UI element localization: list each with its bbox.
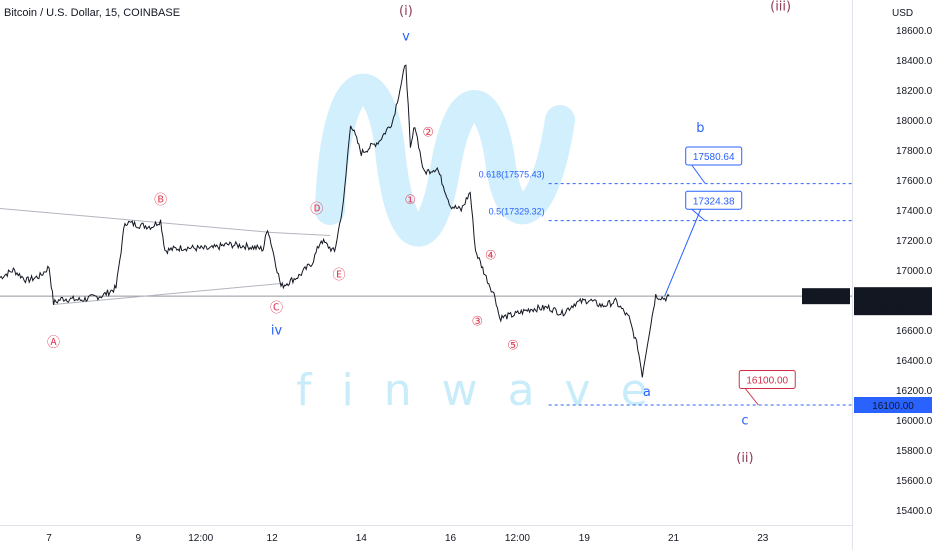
callout-box xyxy=(685,146,743,166)
watermark-layer: finwave xyxy=(296,73,678,416)
x-tick-label: 23 xyxy=(757,533,769,544)
wave-label: Ⓔ xyxy=(333,268,346,283)
wave-label: ⑤ xyxy=(507,339,519,354)
y-tick-label: 16400.00 xyxy=(896,356,932,367)
callout-connector xyxy=(691,208,706,221)
y-tick-label: 16200.00 xyxy=(896,386,932,397)
callout-box xyxy=(685,190,743,210)
labels-layer: 0.618(17575.43) 0.5(17329.32) Ⓐ Ⓑ Ⓒ Ⓓ Ⓔ ① ② ③ ④ ⑤ (i… xyxy=(47,0,796,466)
y-tick-label: 16000.00 xyxy=(896,416,932,427)
target-price-tag xyxy=(854,397,932,413)
y-tick-label: 15400.00 xyxy=(896,506,932,517)
wave-label: v xyxy=(402,30,410,45)
wave-label: a xyxy=(643,385,651,400)
x-tick-label: 12 xyxy=(267,533,279,544)
x-tick-label: 16 xyxy=(445,533,457,544)
wave-label: Ⓐ xyxy=(47,336,60,351)
wave-label: c xyxy=(741,414,748,429)
watermark-text: finwave xyxy=(296,365,678,416)
currency-label: USD xyxy=(892,8,913,19)
wave-label: b xyxy=(696,121,704,136)
callout-connector xyxy=(691,164,706,184)
wave-label: (ii) xyxy=(736,451,753,466)
x-tick-label: 19 xyxy=(579,533,591,544)
wave-label: Ⓑ xyxy=(154,193,167,208)
y-tick-label: 18400.00 xyxy=(896,56,932,67)
projection-arrow xyxy=(664,199,706,297)
y-tick-label: 16600.00 xyxy=(896,326,932,337)
series-layer xyxy=(0,64,670,378)
triangle-line xyxy=(0,208,331,236)
symbol-tag xyxy=(802,288,850,305)
chart-title: Bitcoin / U.S. Dollar, 15, COINBASE xyxy=(4,7,180,19)
fib-level-label: 0.5(17329.32) xyxy=(489,207,545,217)
wave-label: (i) xyxy=(399,4,413,19)
countdown-value: 08:35 xyxy=(880,303,905,314)
y-tick-label: 17200.00 xyxy=(896,236,932,247)
x-tick-label: 7 xyxy=(46,533,52,544)
price-series-line xyxy=(0,64,670,378)
watermark-logo xyxy=(315,73,575,247)
x-tick-label: 12:00 xyxy=(188,533,213,544)
callout-value: 16100.00 xyxy=(746,376,788,387)
x-tick-label: 9 xyxy=(136,533,142,544)
y-tick-label: 17400.00 xyxy=(896,206,932,217)
y-tick-label: 15600.00 xyxy=(896,476,932,487)
x-tick-label: 21 xyxy=(668,533,680,544)
target-price-value: 16100.00 xyxy=(872,401,914,412)
last-price-value: 16825.43 xyxy=(872,291,914,302)
callout-connector xyxy=(744,388,759,406)
x-tick-label: 14 xyxy=(356,533,368,544)
y-tick-label: 17800.00 xyxy=(896,146,932,157)
callout-value: 17580.64 xyxy=(693,152,735,163)
y-tick-label: 17600.00 xyxy=(896,176,932,187)
wave-label: (iii) xyxy=(770,0,791,15)
symbol-tag-label: BTCUSD xyxy=(805,292,846,303)
wave-label: ② xyxy=(422,126,434,141)
wave-label: ④ xyxy=(485,249,497,264)
wave-label: Ⓒ xyxy=(270,301,283,316)
callout-value: 17324.38 xyxy=(693,196,735,207)
y-tick-label: 18000.00 xyxy=(896,116,932,127)
last-price-tag xyxy=(854,287,932,316)
wave-label: ① xyxy=(405,193,417,208)
wave-label: Ⓓ xyxy=(310,202,323,217)
y-tick-label: 15800.00 xyxy=(896,446,932,457)
fib-level-label: 0.618(17575.43) xyxy=(479,170,545,180)
x-tick-label: 12:00 xyxy=(505,533,530,544)
y-tick-label: 17000.00 xyxy=(896,266,932,277)
callout-box xyxy=(738,370,796,389)
wave-label: iv xyxy=(271,324,283,339)
y-tick-label: 18200.00 xyxy=(896,86,932,97)
wave-label: ③ xyxy=(471,315,483,330)
triangle-line xyxy=(53,283,282,305)
y-tick-label: 18600.00 xyxy=(896,26,932,37)
